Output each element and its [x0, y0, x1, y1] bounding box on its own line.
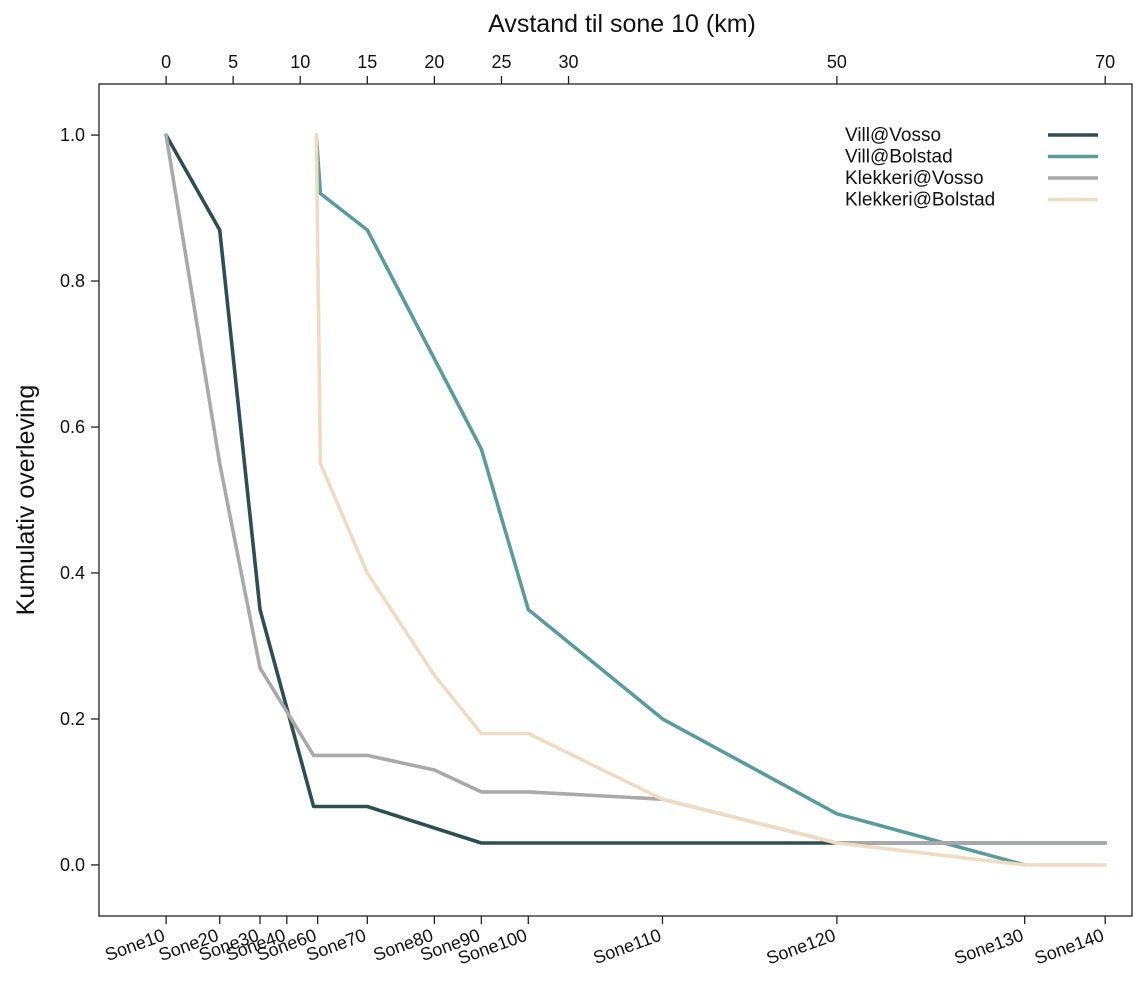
top-tick-label: 15 — [357, 52, 377, 72]
legend-label: Vill@Vosso — [845, 125, 941, 146]
y-tick-label: 0.4 — [60, 563, 85, 583]
top-tick-label: 20 — [424, 52, 444, 72]
top-tick-label: 5 — [228, 52, 238, 72]
y-axis-title: Kumulativ overleving — [12, 385, 40, 616]
legend-label: Klekkeri@Bolstad — [845, 190, 995, 211]
y-tick-label: 0.0 — [60, 855, 85, 875]
y-tick-label: 0.6 — [60, 417, 85, 437]
legend-label: Klekkeri@Vosso — [845, 168, 984, 189]
series-line-vill-bolstad — [314, 133, 1027, 867]
top-axis: 0 5 10 15 20 25 30 50 70 — [161, 52, 1115, 84]
y-tick-label: 0.2 — [60, 709, 85, 729]
top-tick-label: 25 — [491, 52, 511, 72]
series-layer — [164, 133, 1107, 867]
series-line-klekkeri-vosso — [164, 133, 1107, 845]
plot-frame — [98, 83, 1133, 917]
zone-tick-label: Sone130 — [951, 925, 1026, 968]
y-tick-label: 0.8 — [60, 271, 85, 291]
zone-tick-label: Sone120 — [764, 925, 839, 968]
y-axis: 0.0 0.2 0.4 0.6 0.8 1.0 — [60, 125, 99, 875]
legend-label: Vill@Bolstad — [845, 147, 953, 168]
series-line-klekkeri-bolstad — [314, 133, 1107, 867]
y-tick-label: 1.0 — [60, 125, 85, 145]
series-line-vill-vosso — [164, 133, 1107, 845]
top-axis-title: Avstand til sone 10 (km) — [488, 10, 756, 38]
top-tick-label: 30 — [559, 52, 579, 72]
zone-tick-label: Sone110 — [591, 925, 664, 968]
top-tick-label: 50 — [827, 52, 847, 72]
top-tick-label: 70 — [1095, 52, 1115, 72]
zone-tick-label: Sone140 — [1032, 925, 1107, 968]
legend: Vill@VossoVill@BolstadKlekkeri@VossoKlek… — [845, 125, 1098, 211]
top-tick-label: 10 — [290, 52, 310, 72]
top-tick-label: 0 — [161, 52, 171, 72]
